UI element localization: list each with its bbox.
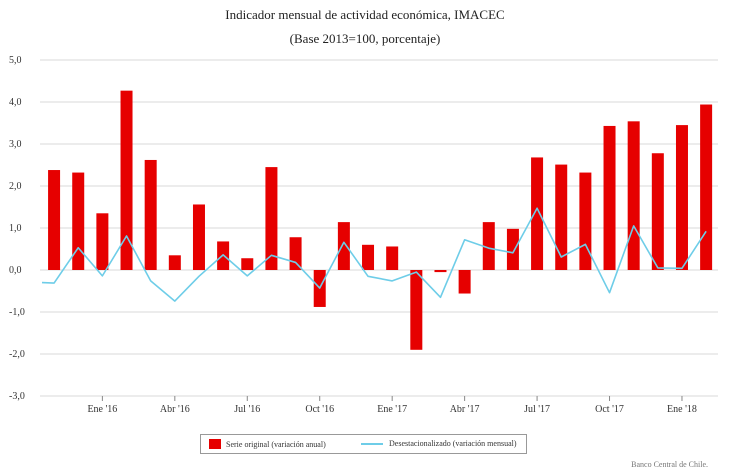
bar xyxy=(265,167,278,270)
bar-series xyxy=(48,90,713,350)
grid-lines xyxy=(40,59,718,397)
legend-swatch-bar xyxy=(209,439,221,449)
y-tick-label: 2,0 xyxy=(9,181,22,192)
source-credit: Banco Central de Chile. xyxy=(631,460,708,469)
y-tick-label: 5,0 xyxy=(9,55,22,66)
bar xyxy=(362,244,375,270)
bar xyxy=(700,104,713,271)
bar xyxy=(192,204,205,270)
bar xyxy=(579,172,592,270)
bar xyxy=(627,121,640,270)
bar xyxy=(96,213,109,270)
y-axis-ticks: 5,0 4,0 3,0 2,0 1,0 0,0 -1,0 -2,0 -3,0 xyxy=(9,55,25,402)
bar xyxy=(651,153,664,270)
x-tick-label: Oct '17 xyxy=(595,404,624,415)
y-tick-label: 1,0 xyxy=(9,223,22,234)
bar xyxy=(555,164,568,270)
bar xyxy=(144,159,157,270)
y-tick-label: -2,0 xyxy=(9,349,25,360)
bar xyxy=(386,246,399,270)
bar xyxy=(168,255,181,270)
x-tick-label: Ene '16 xyxy=(87,404,117,415)
bar xyxy=(120,90,133,270)
bar xyxy=(410,270,423,350)
x-tick-label: Abr '16 xyxy=(160,404,190,415)
bar xyxy=(506,228,519,270)
chart-title: Indicador mensual de actividad económica… xyxy=(225,7,505,22)
legend-item-serie-original[interactable]: Serie original (variación anual) xyxy=(209,439,326,449)
x-tick-label: Ene '18 xyxy=(667,404,697,415)
legend-label-serie-original: Serie original (variación anual) xyxy=(226,439,326,449)
bar xyxy=(531,157,544,270)
bar xyxy=(675,125,688,270)
y-tick-label: -1,0 xyxy=(9,307,25,318)
bar xyxy=(289,237,302,270)
x-tick-label: Jul '17 xyxy=(524,404,550,415)
legend: Serie original (variación anual) Desesta… xyxy=(200,434,527,454)
x-tick-label: Abr '17 xyxy=(450,404,480,415)
line-desestacionalizado xyxy=(41,207,707,302)
x-tick-label: Oct '16 xyxy=(305,404,334,415)
y-tick-label: 3,0 xyxy=(9,139,22,150)
bar xyxy=(603,125,616,270)
x-axis-ticks: Ene '16 Abr '16 Jul '16 Oct '16 Ene '17 Abr '… xyxy=(87,396,697,415)
line-series xyxy=(41,207,707,302)
x-tick-label: Jul '16 xyxy=(234,404,260,415)
bar xyxy=(434,270,447,273)
chart-subtitle: (Base 2013=100, porcentaje) xyxy=(289,31,441,46)
y-tick-label: 4,0 xyxy=(9,97,22,108)
bar xyxy=(241,258,254,270)
bar xyxy=(72,172,85,270)
bar xyxy=(48,170,61,270)
bar xyxy=(458,270,471,294)
bar xyxy=(482,222,495,270)
legend-swatch-line xyxy=(361,442,383,445)
legend-label-desestacionalizado: Desestacionalizado (variación mensual) xyxy=(389,439,517,448)
x-tick-label: Ene '17 xyxy=(377,404,407,415)
y-tick-label: -3,0 xyxy=(9,391,25,402)
y-tick-label: 0,0 xyxy=(9,265,22,276)
legend-item-desestacionalizado[interactable]: Desestacionalizado (variación mensual) xyxy=(361,439,517,448)
bar xyxy=(337,222,350,270)
